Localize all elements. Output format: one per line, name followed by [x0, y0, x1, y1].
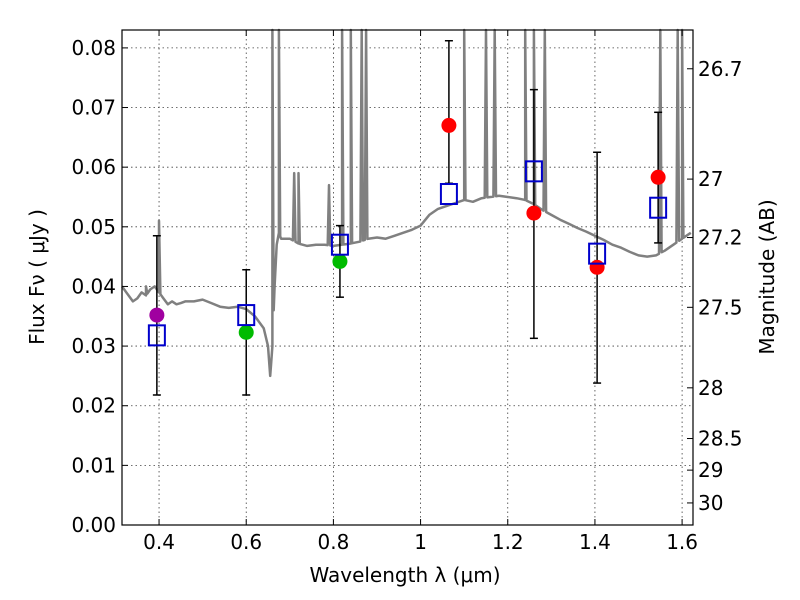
y2-tick-label: 26.7 [698, 57, 743, 81]
x-tick-label: 1.4 [579, 530, 611, 554]
model-square [439, 183, 458, 206]
observed-point [589, 259, 605, 275]
observed-point [149, 307, 165, 323]
y-tick-label: 0.00 [71, 513, 116, 537]
model-square [330, 233, 349, 256]
spectrum-line [120, 28, 692, 378]
x-tick-label: 0.6 [230, 530, 262, 554]
y2-tick-label: 28 [698, 376, 723, 400]
errorbar-layer [152, 39, 663, 396]
observed-point [332, 253, 348, 269]
x-axis-label: Wavelength λ (μm) [309, 563, 500, 587]
observed-point [238, 324, 254, 340]
x-tick-label: 1.6 [666, 530, 698, 554]
model-square [649, 196, 668, 219]
model-square [588, 242, 607, 265]
x-tick-label: 1.2 [492, 530, 524, 554]
y2-tick-label: 29 [698, 458, 723, 482]
marker-layer [147, 117, 668, 347]
model-square [147, 324, 166, 347]
grid-layer [122, 30, 693, 526]
observed-point [526, 205, 542, 221]
y-tick-label: 0.08 [71, 36, 116, 60]
y2-tick-label: 28.5 [698, 427, 743, 451]
model-square [524, 160, 543, 183]
x-tick-label: 0.4 [143, 530, 175, 554]
tick-layer: 0.4 0.6 0.8 1 1.2 1.4 1.6 0.00 0.01 0.02 0.03 0.04 0… [71, 30, 743, 554]
y-tick-label: 0.01 [71, 453, 116, 477]
y2-tick-label: 27 [698, 167, 723, 191]
y2-axis-label: Magnitude (AB) [755, 199, 779, 354]
y2-tick-label: 30 [698, 491, 723, 515]
y-tick-label: 0.07 [71, 96, 116, 120]
y-tick-label: 0.06 [71, 155, 116, 179]
spectrum-layer [120, 28, 692, 378]
observed-point [650, 169, 666, 185]
y2-tick-label: 27.5 [698, 295, 743, 319]
y-tick-label: 0.04 [71, 274, 116, 298]
x-tick-label: 0.8 [317, 530, 349, 554]
y-tick-label: 0.03 [71, 334, 116, 358]
plot-frame [121, 29, 694, 526]
y-tick-label: 0.05 [71, 215, 116, 239]
y-tick-label: 0.02 [71, 394, 116, 418]
y2-tick-label: 27.2 [698, 226, 743, 250]
observed-point [441, 117, 457, 133]
y-axis-label: Flux Fν ( μJy ) [25, 209, 49, 345]
model-square [237, 304, 256, 327]
x-tick-label: 1 [414, 530, 427, 554]
